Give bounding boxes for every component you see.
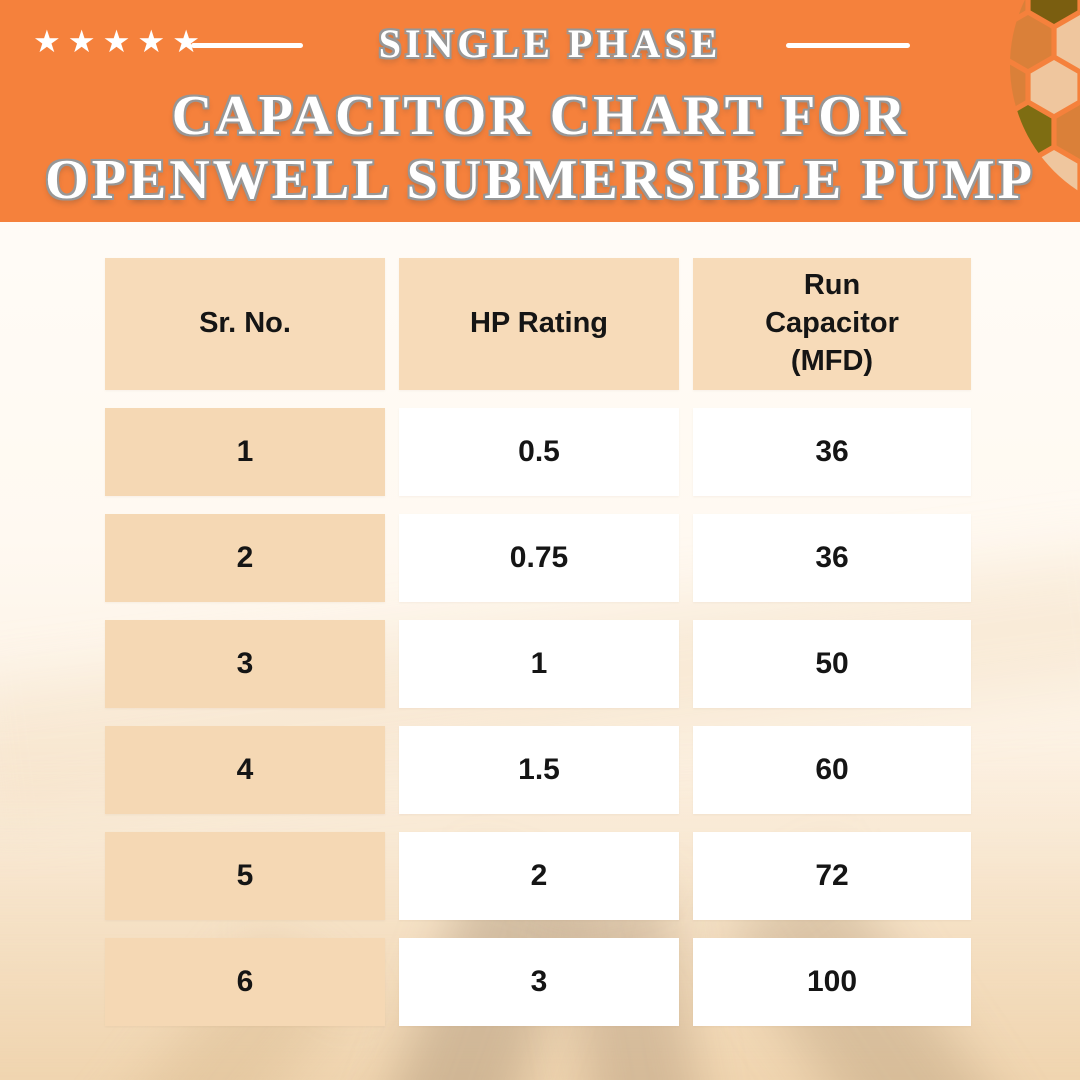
star-icon: ★ <box>33 24 68 59</box>
table-cell-sr: 5 <box>105 832 385 920</box>
table-cell-hp: 2 <box>399 832 679 920</box>
divider-line-left <box>191 43 303 48</box>
table-cell-sr: 3 <box>105 620 385 708</box>
table-cell-hp: 1.5 <box>399 726 679 814</box>
star-icon: ★ <box>67 24 103 59</box>
star-rating: ★★★★★ <box>33 26 207 57</box>
star-icon: ★ <box>102 24 138 59</box>
star-icon: ★ <box>137 24 173 59</box>
table-cell-hp: 3 <box>399 938 679 1026</box>
star-icon: ★ <box>172 24 207 59</box>
table-cell-mfd: 36 <box>693 408 971 496</box>
page-title-line1: CAPACITOR CHART FOR <box>171 85 909 147</box>
table-cell-hp: 0.75 <box>399 514 679 602</box>
table-cell-sr: 6 <box>105 938 385 1026</box>
table-cell-mfd: 100 <box>693 938 971 1026</box>
table-cell-sr: 4 <box>105 726 385 814</box>
table-cell-sr: 2 <box>105 514 385 602</box>
column-header-sr-no: Sr. No. <box>105 258 385 390</box>
table-cell-sr: 1 <box>105 408 385 496</box>
table-cell-hp: 1 <box>399 620 679 708</box>
hex-ball-decoration <box>1010 0 1080 215</box>
table-cell-mfd: 72 <box>693 832 971 920</box>
table-cell-mfd: 60 <box>693 726 971 814</box>
capacitor-table: Sr. No. HP Rating Run Capacitor (MFD) 1 … <box>105 258 971 1026</box>
divider-line-right <box>786 43 910 48</box>
table-cell-mfd: 50 <box>693 620 971 708</box>
page-title-line2: OPENWELL SUBMERSIBLE PUMP <box>45 149 1035 211</box>
hero-banner: ★★★★★ SINGLE PHASE CAPACITOR CHART FOR O… <box>0 0 1080 222</box>
table-cell-hp: 0.5 <box>399 408 679 496</box>
table-cell-mfd: 36 <box>693 514 971 602</box>
column-header-run-capacitor: Run Capacitor (MFD) <box>693 258 971 390</box>
column-header-hp-rating: HP Rating <box>399 258 679 390</box>
eyebrow-title: SINGLE PHASE <box>378 21 722 66</box>
